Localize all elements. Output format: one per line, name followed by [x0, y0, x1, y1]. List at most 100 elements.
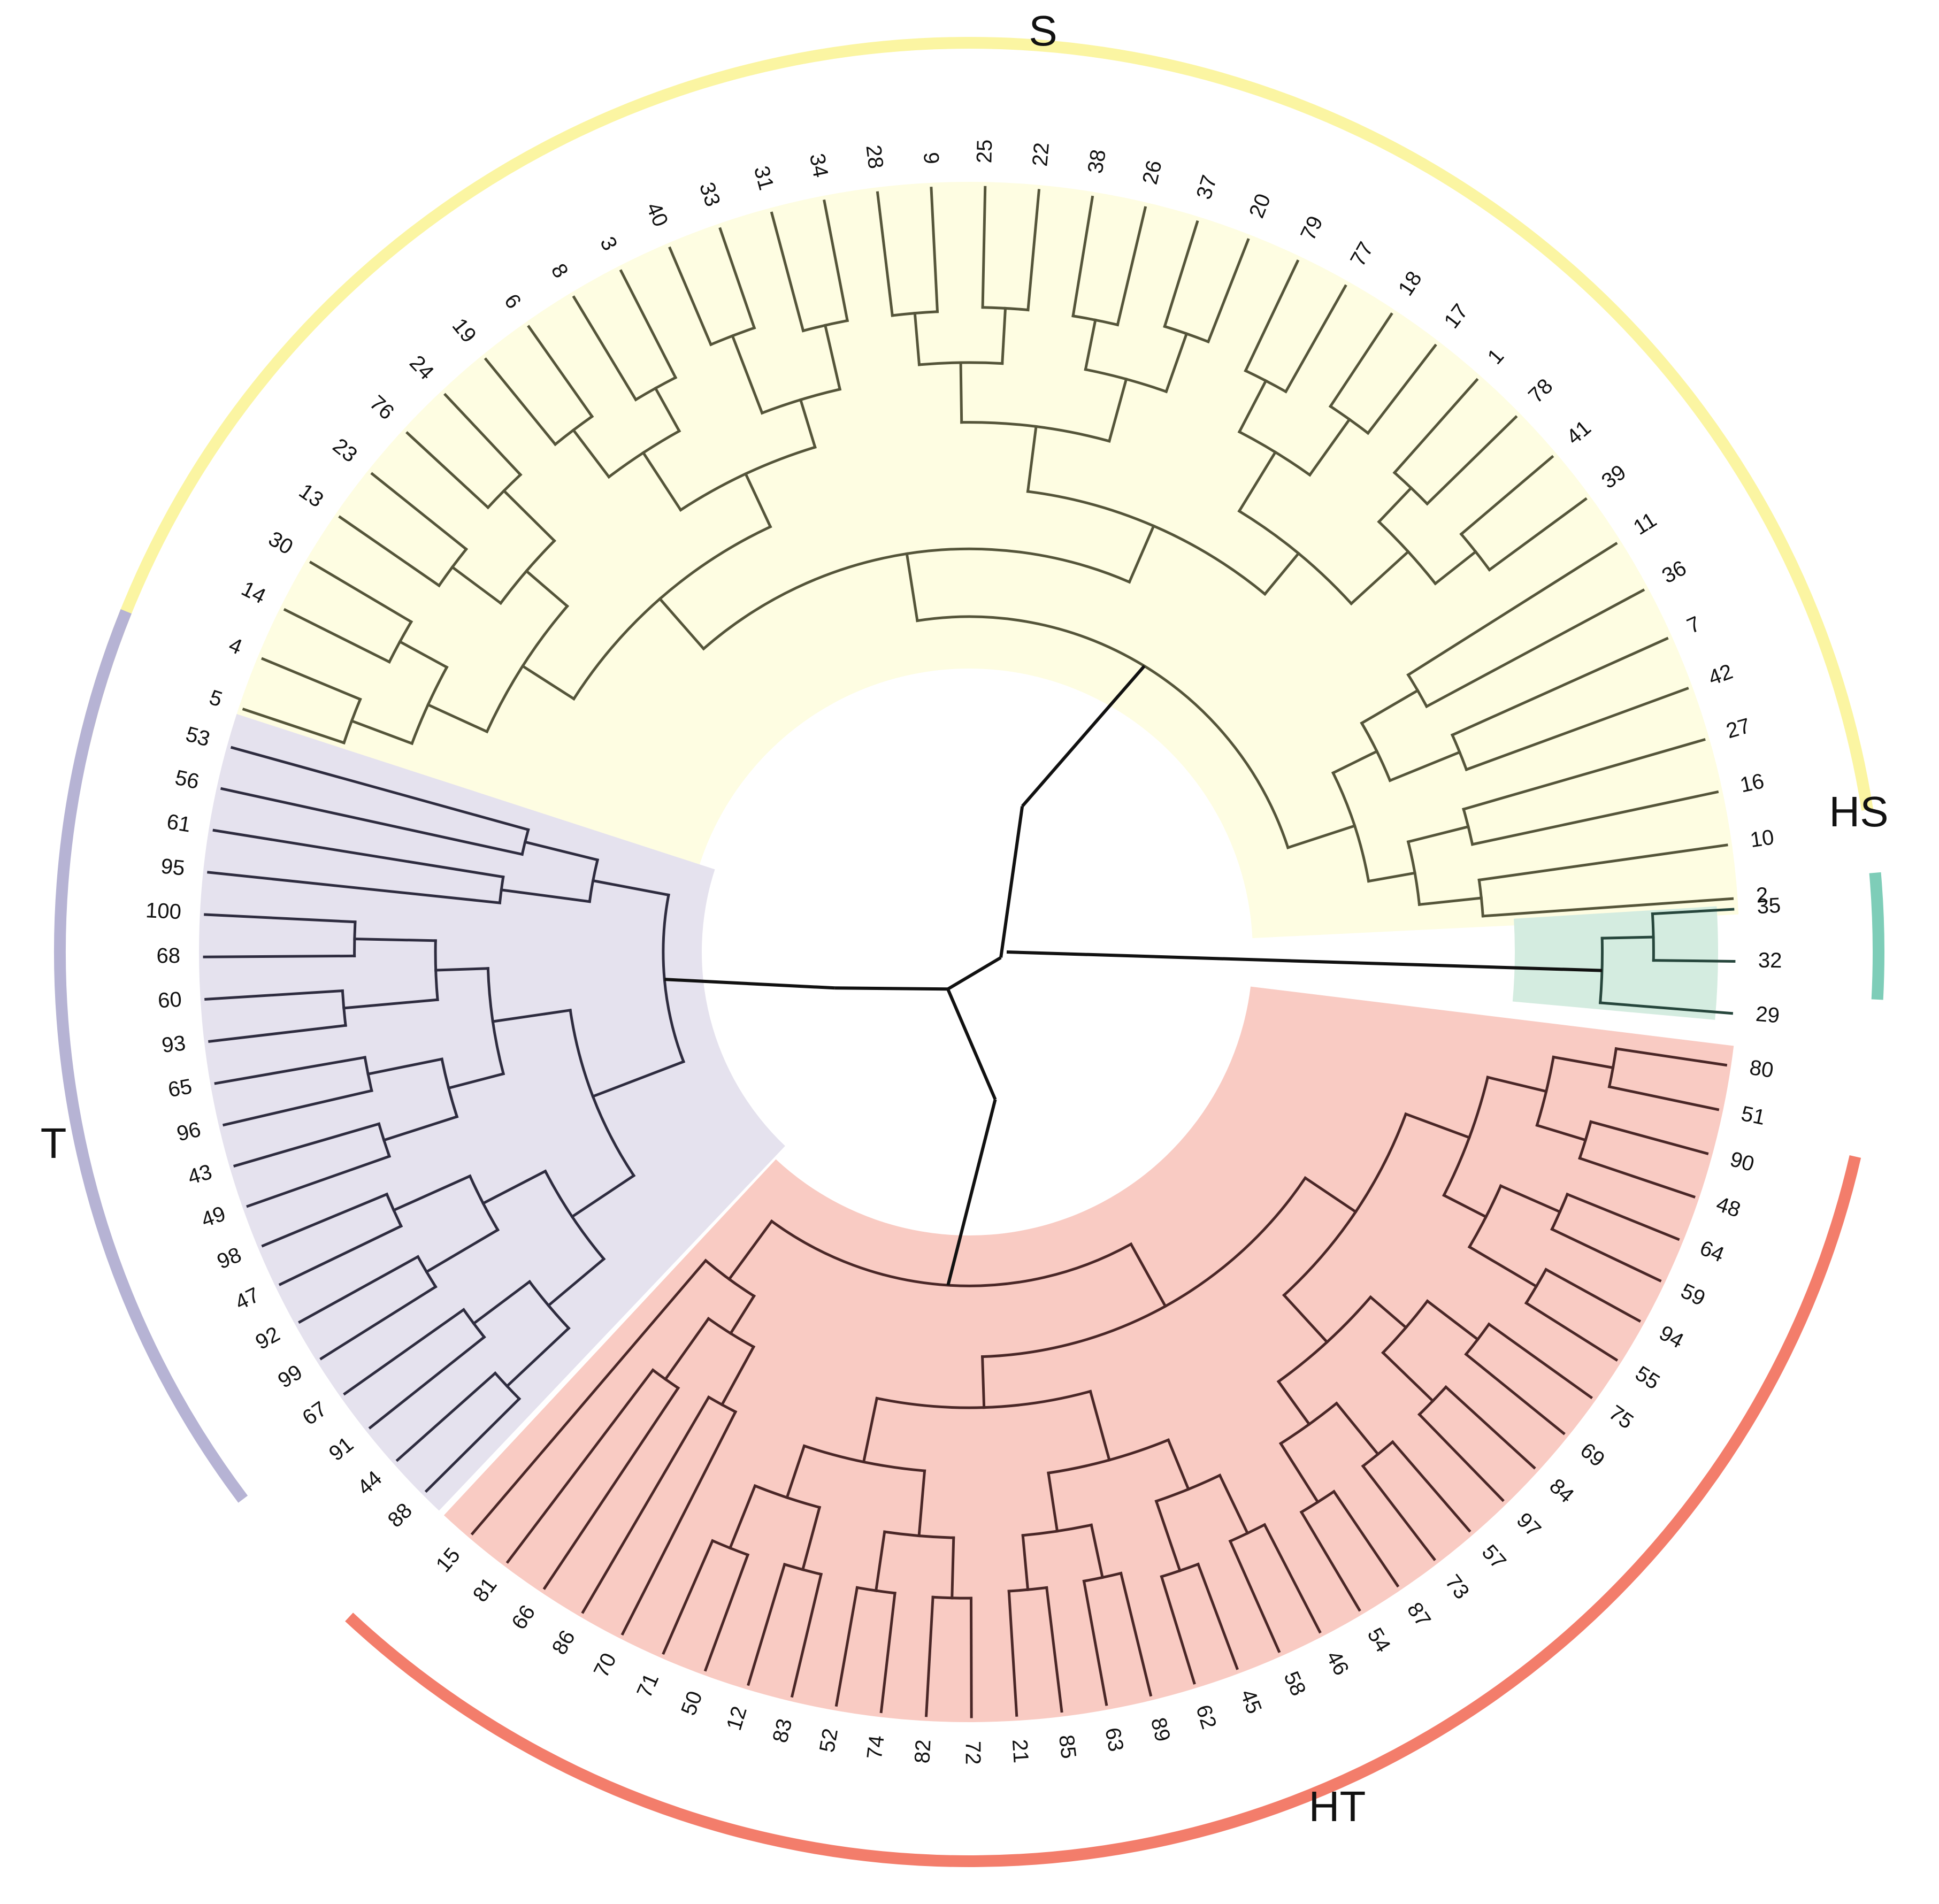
leaf-label-22: 22 [1028, 142, 1054, 167]
leaf-label-36: 36 [1658, 556, 1690, 588]
leaf-label-44: 44 [353, 1467, 386, 1500]
leaf-label-79: 79 [1296, 212, 1328, 244]
leaf-label-28: 28 [861, 144, 887, 170]
leaf-label-24: 24 [405, 351, 439, 385]
branch-segment [1602, 937, 1653, 938]
leaf-label-74: 74 [863, 1734, 889, 1760]
root-branch [1007, 952, 1602, 971]
leaf-label-33: 33 [695, 179, 725, 209]
leaf-label-86: 86 [548, 1626, 580, 1659]
leaf-label-62: 62 [1191, 1702, 1221, 1732]
leaf-label-27: 27 [1723, 714, 1753, 743]
leaf-label-14: 14 [237, 577, 269, 608]
clade-label-hs: HS [1829, 788, 1888, 835]
leaf-label-100: 100 [145, 899, 182, 924]
clade-sectors [199, 182, 1738, 1722]
leaf-label-38: 38 [1083, 148, 1110, 175]
leaf-label-15: 15 [432, 1544, 465, 1577]
leaf-label-99: 99 [274, 1360, 306, 1393]
leaf-label-18: 18 [1394, 267, 1427, 300]
leaf-label-76: 76 [365, 391, 399, 425]
leaf-label-52: 52 [815, 1726, 842, 1754]
branch-segment [1653, 961, 1734, 962]
leaf-label-16: 16 [1738, 769, 1766, 797]
leaf-label-98: 98 [214, 1243, 245, 1274]
leaf-label-67: 67 [298, 1397, 331, 1430]
branch-segment [961, 363, 962, 423]
leaf-label-32: 32 [1758, 949, 1782, 973]
leaf-label-64: 64 [1697, 1236, 1728, 1266]
leaf-label-91: 91 [325, 1432, 358, 1465]
leaf-label-83: 83 [768, 1716, 796, 1745]
branch-arc [1652, 914, 1653, 961]
leaf-label-68: 68 [156, 944, 180, 968]
leaf-label-11: 11 [1629, 508, 1661, 540]
leaf-label-42: 42 [1705, 660, 1736, 690]
leaf-label-97: 97 [1512, 1508, 1546, 1542]
leaf-label-57: 57 [1477, 1540, 1511, 1573]
branch-segment [971, 1598, 972, 1717]
leaf-label-69: 69 [1576, 1438, 1609, 1471]
leaf-label-12: 12 [722, 1703, 752, 1733]
leaf-label-70: 70 [589, 1649, 621, 1682]
leaf-label-56: 56 [173, 766, 201, 794]
leaf-label-87: 87 [1402, 1598, 1435, 1631]
leaf-label-39: 39 [1597, 460, 1630, 494]
leaf-label-53: 53 [183, 722, 213, 751]
leaf-label-13: 13 [295, 479, 328, 512]
leaf-label-77: 77 [1346, 238, 1378, 270]
leaf-label-29: 29 [1755, 1002, 1781, 1027]
leaf-label-78: 78 [1524, 374, 1558, 408]
clade-label-t: T [41, 1119, 67, 1167]
branch-arc [933, 1597, 971, 1598]
root-branch [1001, 806, 1022, 957]
leaf-label-59: 59 [1677, 1279, 1709, 1311]
leaf-label-85: 85 [1054, 1733, 1080, 1760]
root-branch [835, 988, 948, 989]
leaf-label-72: 72 [961, 1741, 985, 1765]
leaf-label-93: 93 [160, 1031, 187, 1057]
leaf-label-48: 48 [1713, 1192, 1743, 1222]
leaf-label-60: 60 [157, 988, 182, 1013]
branch-segment [983, 1357, 984, 1408]
leaf-label-90: 90 [1728, 1147, 1757, 1176]
branch-segment [952, 1538, 954, 1598]
leaf-label-55: 55 [1631, 1362, 1664, 1394]
leaf-label-63: 63 [1100, 1726, 1128, 1754]
leaf-label-54: 54 [1362, 1624, 1395, 1656]
leaf-label-34: 34 [805, 151, 833, 179]
leaf-label-51: 51 [1739, 1102, 1767, 1130]
leaf-label-82: 82 [910, 1739, 935, 1764]
leaf-label-47: 47 [232, 1283, 263, 1315]
clade-label-ht: HT [1309, 1783, 1366, 1830]
leaf-label-35: 35 [1756, 894, 1781, 918]
leaf-label-20: 20 [1245, 190, 1275, 221]
leaf-label-89: 89 [1146, 1715, 1175, 1744]
branch-segment [436, 969, 488, 970]
leaf-label-49: 49 [198, 1202, 229, 1232]
root-branch [948, 989, 995, 1099]
leaf-label-3: 3 [595, 233, 622, 255]
leaf-label-1: 1 [1483, 344, 1509, 369]
leaf-label-46: 46 [1322, 1647, 1354, 1679]
leaf-label-30: 30 [264, 527, 297, 559]
leaf-label-7: 7 [1683, 612, 1704, 638]
leaf-label-92: 92 [251, 1322, 283, 1354]
leaf-label-66: 66 [507, 1601, 540, 1633]
leaf-label-17: 17 [1439, 300, 1473, 333]
leaf-label-21: 21 [1008, 1739, 1033, 1764]
leaf-label-41: 41 [1562, 416, 1595, 449]
leaf-label-45: 45 [1236, 1686, 1266, 1717]
leaf-label-4: 4 [226, 633, 246, 659]
leaf-label-23: 23 [328, 434, 362, 467]
ring-hs [1875, 873, 1879, 1000]
leaf-label-40: 40 [641, 199, 672, 230]
leaf-label-61: 61 [165, 810, 193, 837]
leaf-label-31: 31 [749, 164, 778, 193]
branch-segment [204, 956, 355, 957]
leaf-label-94: 94 [1656, 1321, 1688, 1353]
leaf-label-71: 71 [632, 1670, 663, 1701]
leaf-label-26: 26 [1138, 158, 1167, 187]
leaf-label-9: 9 [919, 151, 943, 164]
